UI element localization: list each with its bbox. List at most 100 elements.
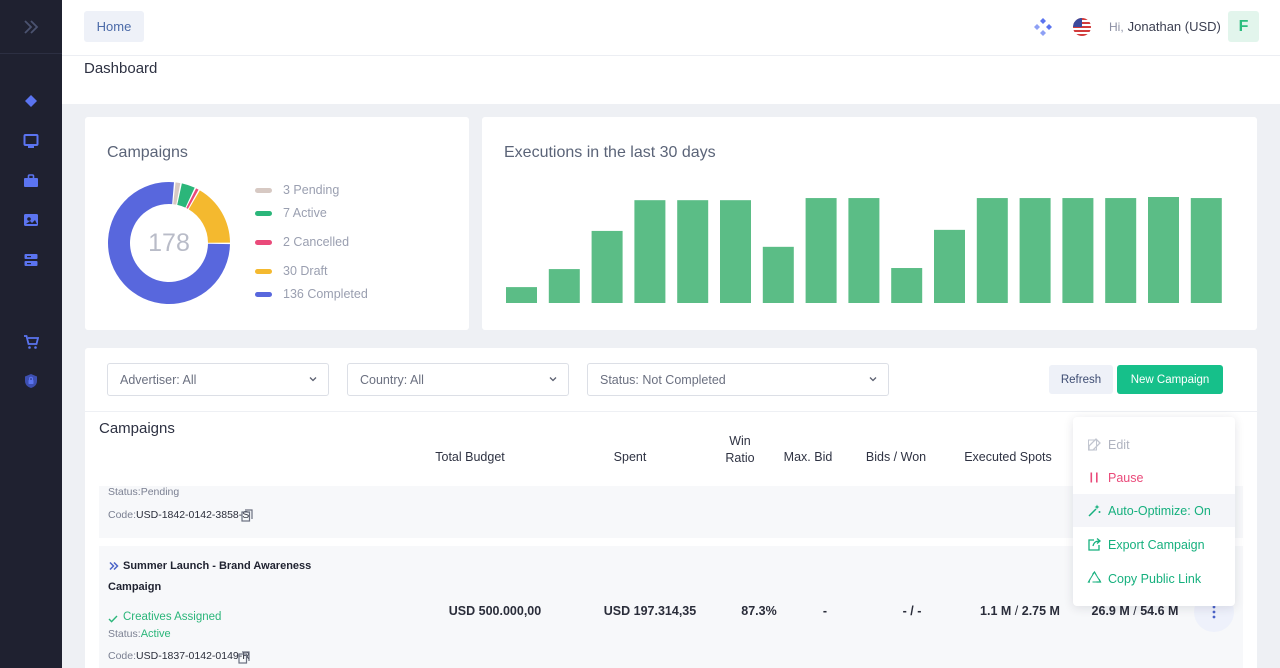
legend-label: 3 Pending [283,183,340,197]
spent-value: USD 197.314,35 [603,604,697,618]
execution-bar[interactable] [848,198,880,303]
execution-bar[interactable] [506,287,537,303]
menu-item-auto-optimize-label: Auto-Optimize: On [1108,503,1211,518]
execution-bar[interactable] [762,246,794,303]
code-value: USD-1837-0142-0149-R [136,650,250,662]
execution-bar[interactable] [720,200,751,303]
legend-item: 30 Draft [255,264,327,278]
server-icon [24,254,38,266]
column-max-bid[interactable]: Max. Bid [783,450,833,464]
user-greeting[interactable]: Hi, Jonathan (USD) [1109,19,1221,34]
donut-slice[interactable] [186,188,199,209]
sidebar-item-monitor[interactable] [20,130,42,152]
execution-bar[interactable] [805,198,837,303]
legend-swatch [255,268,272,274]
extra-a: 26.9 M [1091,604,1130,618]
sidebar-item-dashboard[interactable] [20,90,42,112]
column-bids-won[interactable]: Bids / Won [865,450,927,464]
menu-item-pause[interactable]: Pause [1073,461,1235,494]
execution-bar[interactable] [1019,198,1051,303]
execution-bar[interactable] [634,200,666,303]
creatives-assigned-label: Creatives Assigned [123,611,222,623]
briefcase-icon [24,174,38,187]
chevron-double-right-icon[interactable] [109,561,119,571]
photo-icon [24,214,38,226]
execution-bar[interactable] [1190,198,1222,303]
divider [85,411,1257,412]
greeting-prefix: Hi, [1109,20,1124,34]
us-flag-icon[interactable] [1073,18,1091,36]
execution-bar[interactable] [1148,197,1179,303]
cart-icon [24,335,39,349]
code-label: Code: [108,650,137,662]
refresh-button[interactable]: Refresh [1049,365,1113,394]
execution-bar[interactable] [548,269,580,303]
legend-swatch [255,291,272,297]
sidebar-toggle-button[interactable] [0,0,62,54]
status-value: Active [140,628,171,640]
chevron-down-icon [549,377,557,382]
donut-slice[interactable] [107,182,230,304]
user-name: Jonathan (USD) [1127,19,1221,34]
column-total-budget[interactable]: Total Budget [435,450,505,464]
campaigns-card-title: Campaigns [107,144,188,161]
donut-slice[interactable] [188,190,230,243]
country-filter-value: Country: All [360,372,424,387]
column-executed-spots[interactable]: Executed Spots [964,450,1052,464]
legend-swatch [255,239,272,245]
diamond-icon [25,95,37,107]
execution-bar[interactable] [976,198,1008,303]
sidebar-item-media[interactable] [20,209,42,231]
lock-icon [25,374,37,388]
sidebar-item-campaigns[interactable] [20,170,42,192]
execution-bar[interactable] [891,268,923,303]
code-value: USD-1842-0142-3858-S [136,509,250,521]
country-filter[interactable]: Country: All [347,363,569,396]
menu-item-edit[interactable]: Edit [1073,428,1235,461]
column-spent[interactable]: Spent [613,450,647,464]
column-win-ratio-line2: Ratio [725,451,755,465]
execution-bar[interactable] [934,229,965,303]
diamond-grid-icon [1034,18,1052,36]
legend-label: 2 Cancelled [283,235,350,249]
copy-icon[interactable] [238,651,251,664]
advertiser-filter[interactable]: Advertiser: All [107,363,329,396]
column-win-ratio[interactable]: Win Ratio [710,433,770,467]
execution-bar[interactable] [1062,198,1094,303]
campaign-name-line1[interactable]: Summer Launch - Brand Awareness [123,560,312,572]
sidebar-item-security[interactable] [20,370,42,392]
legend-label: 136 Completed [283,287,368,301]
menu-item-copy-link-label: Copy Public Link [1108,571,1202,586]
donut-slice[interactable] [173,182,181,205]
new-campaign-button[interactable]: New Campaign [1117,365,1223,394]
copy-icon[interactable] [241,509,254,522]
column-win-ratio-line1: Win [729,434,751,448]
execution-bar[interactable] [591,230,623,303]
menu-item-auto-optimize[interactable]: Auto-Optimize: On [1073,494,1235,527]
executed-spots-value: 1.1 M / 2.75 M [980,604,1060,618]
bids-won-value: - / - [902,604,922,618]
chevron-down-icon [869,377,877,382]
row1-code: Code:USD-1842-0142-3858-S [108,509,249,521]
status-filter[interactable]: Status: Not Completed [587,363,889,396]
sidebar-item-inventory[interactable] [20,249,42,271]
menu-item-export[interactable]: Export Campaign [1073,528,1235,561]
execution-bar[interactable] [1105,198,1137,303]
avatar[interactable]: F [1228,11,1259,42]
execution-bar[interactable] [677,200,709,303]
pause-icon [1090,472,1098,483]
page-title: Dashboard [84,60,158,77]
home-button[interactable]: Home [84,11,144,42]
legend-swatch [255,210,272,216]
table-row[interactable] [99,546,1243,668]
sidebar-item-shop[interactable] [20,331,42,353]
donut-slice[interactable] [177,183,195,208]
executions-card: Executions in the last 30 days [482,117,1257,330]
menu-item-copy-link[interactable]: Copy Public Link [1073,562,1235,595]
status-value: Pending [140,486,180,498]
apps-button[interactable] [1032,16,1054,38]
executed-spots-b: 2.75 M [1021,604,1060,618]
chevron-down-icon [309,377,317,382]
campaign-name-line2[interactable]: Campaign [108,581,162,593]
table-row[interactable] [99,486,1243,538]
